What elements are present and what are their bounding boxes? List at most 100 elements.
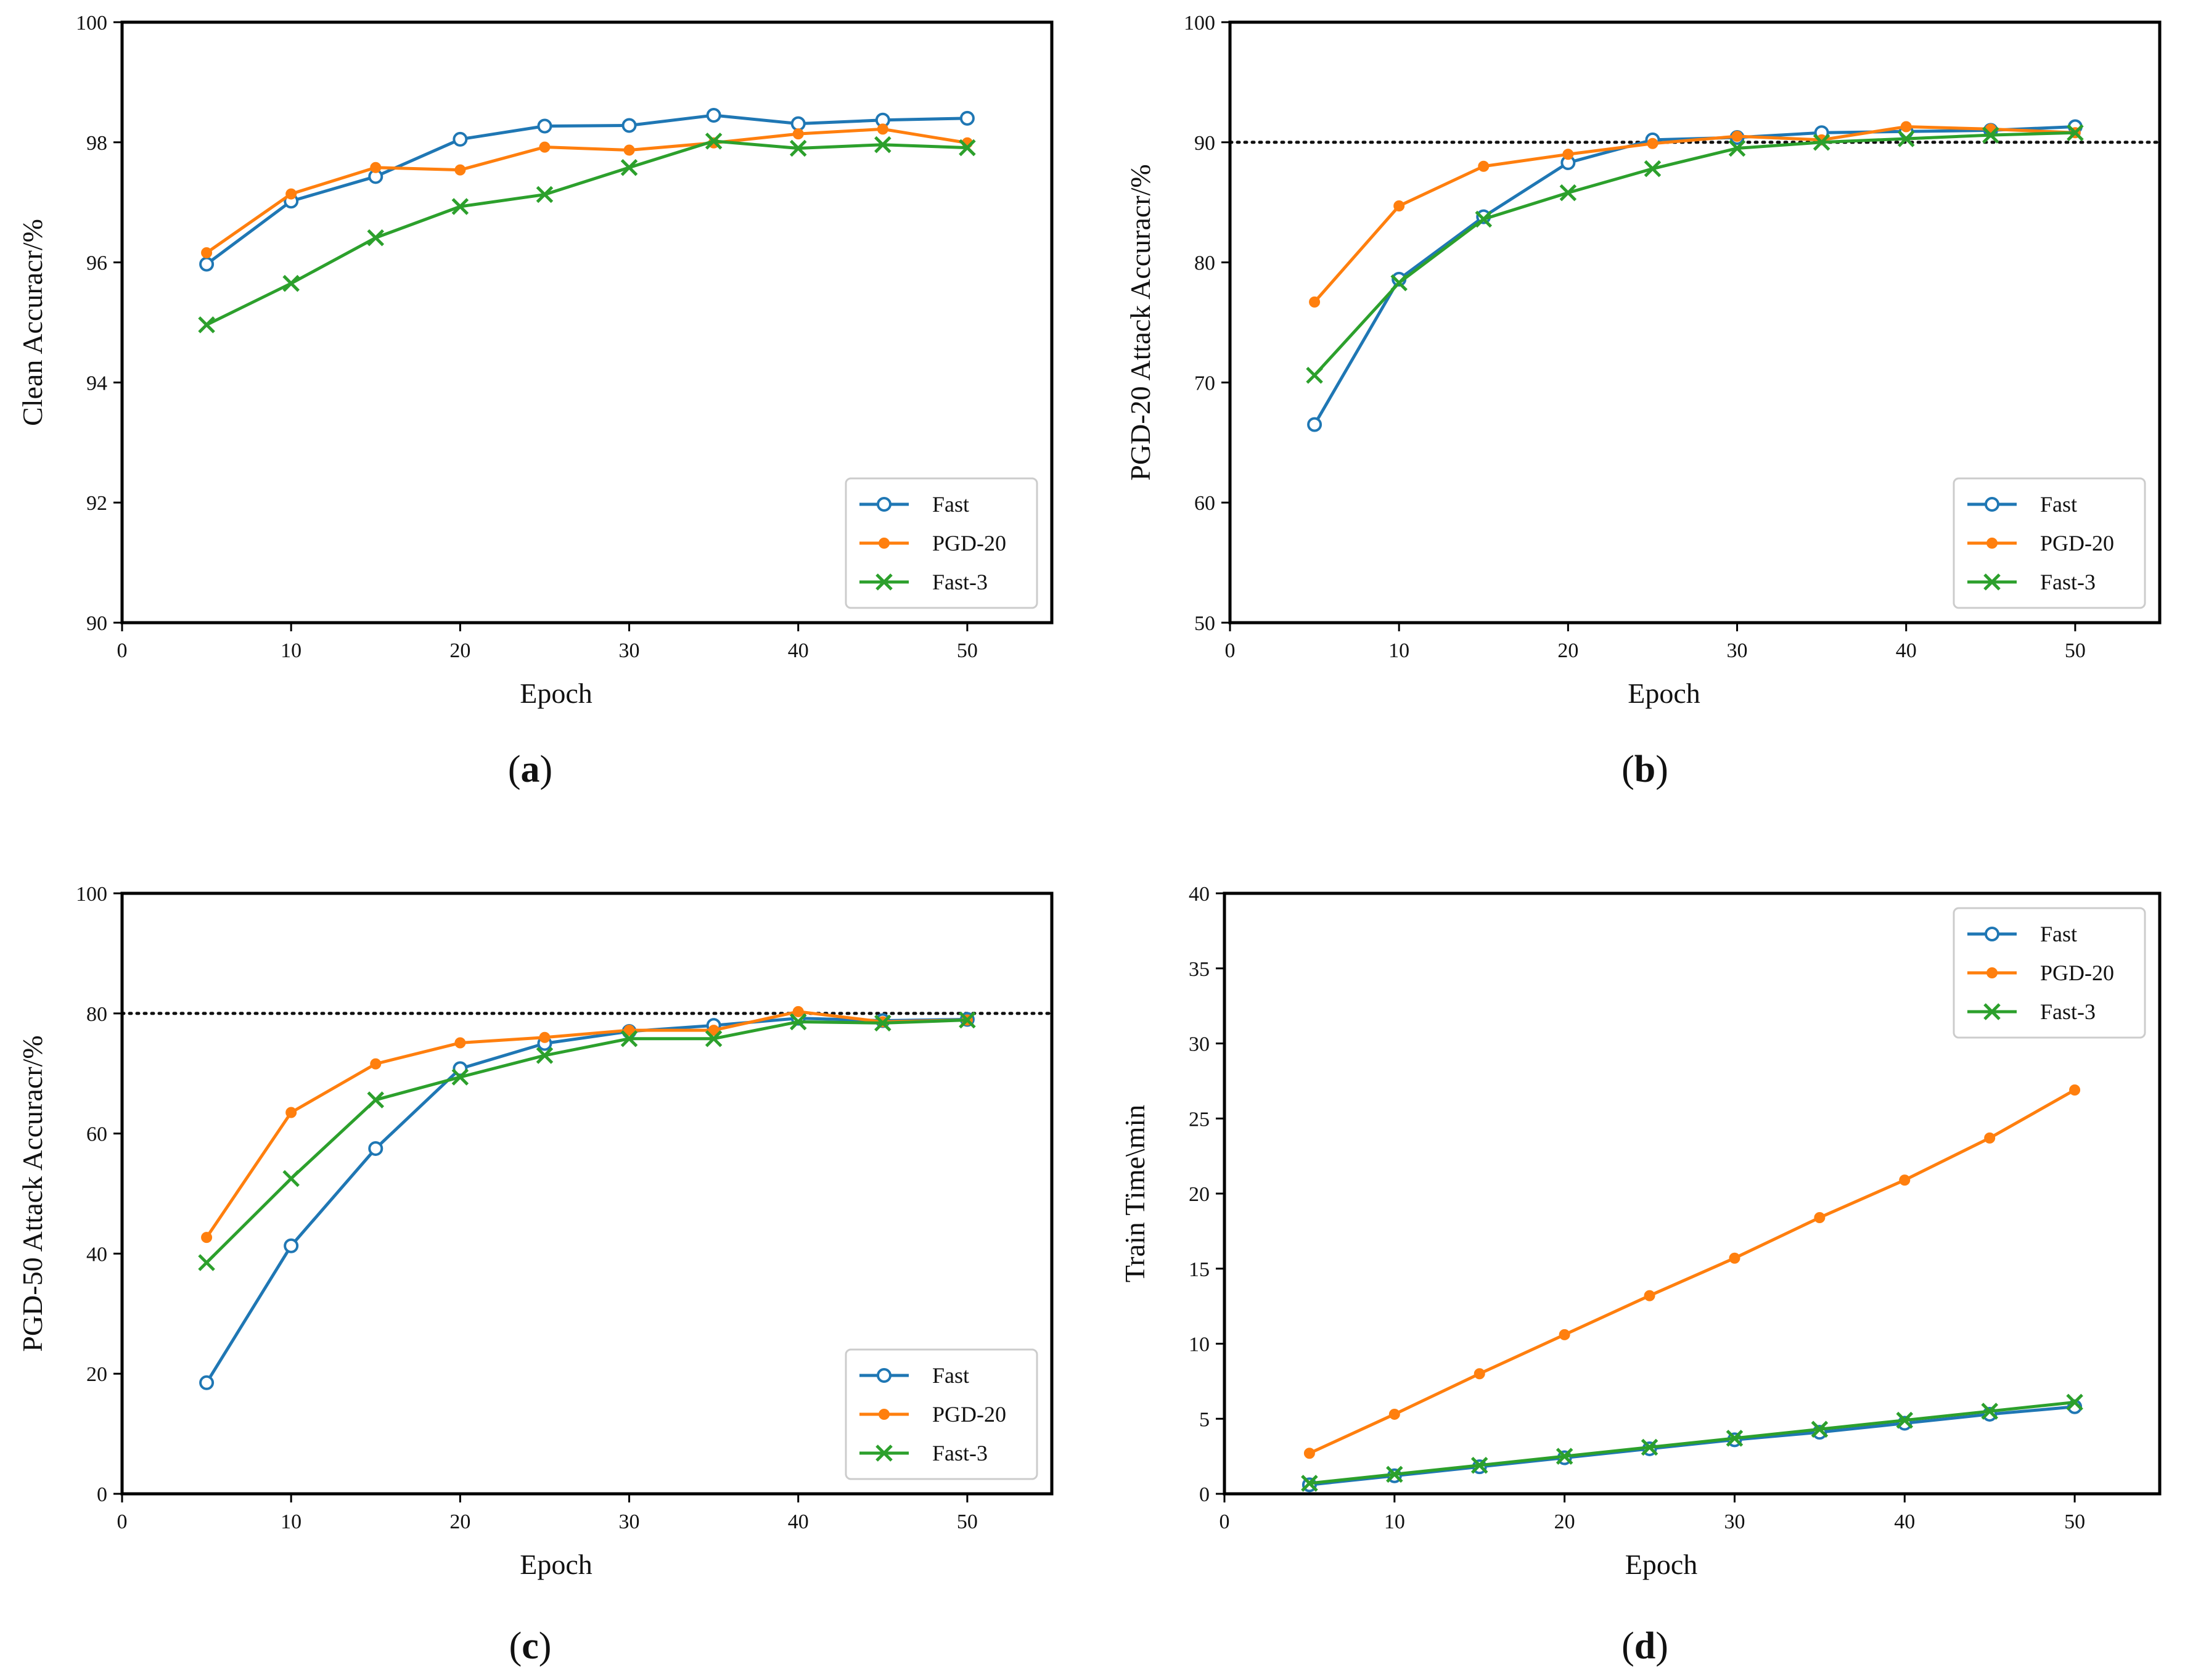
x-tick-label-d-3: 30 xyxy=(1724,1510,1745,1533)
data-point-fast-3-d-4 xyxy=(1641,1438,1658,1456)
legend-marker-pgd-20-b xyxy=(1986,538,1998,549)
data-point-fast-3-b-8 xyxy=(1982,126,1999,144)
x-tick-label-b-2: 20 xyxy=(1557,639,1578,662)
data-point-fast-a-7 xyxy=(790,116,806,131)
y-tick-label-b-2: 70 xyxy=(1194,372,1215,395)
y-tick-label-b-3: 80 xyxy=(1194,252,1215,275)
y-tick-label-c-0: 0 xyxy=(97,1483,107,1506)
x-tick-label-d-0: 0 xyxy=(1220,1510,1230,1533)
data-point-fast-3-c-1 xyxy=(282,1170,300,1187)
legend-b: Fast PGD-20 Fast-3 xyxy=(1953,477,2146,609)
x-tick-label-d-4: 40 xyxy=(1894,1510,1915,1533)
x-tick-label-d-1: 10 xyxy=(1384,1510,1405,1533)
plot-frame-c xyxy=(120,891,1054,1496)
y-tick-label-a-0: 90 xyxy=(86,612,107,635)
x-tick-label-d-2: 20 xyxy=(1554,1510,1575,1533)
chart-panel-b: 0 10 20 30 40 50 50 60 70 80 90 100 Epoch PGD-20 Atta… xyxy=(1125,12,2162,790)
series-line-pgd-20-b xyxy=(1313,125,2076,303)
x-axis-label-c: Epoch xyxy=(520,1549,592,1580)
data-point-fast-3-b-7 xyxy=(1897,130,1915,147)
series-line-fast-3-b xyxy=(1313,131,2075,377)
data-point-pgd-20-d-4 xyxy=(1644,1290,1655,1301)
x-axis-label-d: Epoch xyxy=(1625,1549,1698,1580)
x-tick-label-a-4: 40 xyxy=(788,639,809,662)
data-point-fast-3-a-7 xyxy=(789,139,807,157)
data-point-pgd-20-b-4 xyxy=(1647,137,1658,149)
legend-marker-fast-b xyxy=(1985,497,1999,512)
data-point-pgd-20-c-3 xyxy=(454,1037,466,1049)
data-point-fast-3-b-0 xyxy=(1306,366,1323,384)
data-point-fast-3-c-2 xyxy=(367,1091,385,1108)
plot-frame-b xyxy=(1228,20,2162,625)
series-line-fast-d xyxy=(1309,1405,2075,1486)
data-point-fast-3-d-3 xyxy=(1556,1448,1573,1465)
data-point-fast-3-a-3 xyxy=(451,198,469,215)
x-tick-label-b-3: 30 xyxy=(1727,639,1748,662)
x-tick-label-a-2: 20 xyxy=(449,639,470,662)
x-tick-label-a-5: 50 xyxy=(957,639,978,662)
x-axis-label-b: Epoch xyxy=(1628,678,1700,709)
legend-label-fast-3-a: Fast-3 xyxy=(932,570,988,594)
x-tick-label-b-0: 0 xyxy=(1225,639,1236,662)
chart-panel-a: 0 10 20 30 40 50 90 92 94 96 98 100 Epoch Clean Accur… xyxy=(17,12,1054,790)
data-point-fast-3-d-0 xyxy=(1301,1475,1318,1492)
data-point-fast-3-c-0 xyxy=(198,1254,215,1271)
plot-frame-a xyxy=(120,20,1054,625)
y-tick-label-a-2: 94 xyxy=(86,372,107,395)
legend-marker-pgd-20-d xyxy=(1986,967,1998,978)
data-point-fast-a-9 xyxy=(959,110,975,126)
data-point-pgd-20-c-7 xyxy=(792,1006,804,1017)
data-point-fast-c-2 xyxy=(368,1141,383,1156)
legend-box-c xyxy=(845,1348,1038,1480)
panel-caption-a: (a) xyxy=(508,748,552,790)
legend-marker-fast-a xyxy=(877,497,892,512)
y-axis-label-a: Clean Accuracr/% xyxy=(17,219,48,426)
series-line-fast-3-d xyxy=(1309,1400,2075,1485)
y-tick-label-d-1: 5 xyxy=(1199,1408,1210,1431)
data-point-pgd-20-c-0 xyxy=(201,1232,213,1244)
data-point-fast-3-d-7 xyxy=(1896,1411,1914,1429)
x-tick-label-a-0: 0 xyxy=(117,639,128,662)
y-tick-label-a-5: 100 xyxy=(76,12,107,35)
series-line-fast-3-a xyxy=(205,139,967,327)
x-tick-label-c-3: 30 xyxy=(619,1510,640,1533)
data-point-pgd-20-a-1 xyxy=(285,188,297,200)
data-point-fast-3-c-8 xyxy=(874,1014,892,1032)
data-point-pgd-20-b-0 xyxy=(1309,296,1321,308)
y-tick-label-c-4: 80 xyxy=(86,1003,107,1026)
legend-marker-fast-3-d xyxy=(1983,1003,2001,1020)
y-tick-label-d-6: 30 xyxy=(1189,1033,1210,1056)
x-tick-label-c-0: 0 xyxy=(117,1510,128,1533)
legend-marker-fast-3-a xyxy=(875,573,893,591)
y-tick-label-a-4: 98 xyxy=(86,132,107,155)
series-line-fast-3-c xyxy=(205,1018,967,1264)
legend-label-fast-c: Fast xyxy=(932,1363,969,1388)
data-point-fast-3-b-9 xyxy=(2067,124,2084,141)
y-tick-label-b-1: 60 xyxy=(1194,492,1215,515)
data-point-fast-3-a-0 xyxy=(198,316,215,334)
series-line-pgd-20-c xyxy=(205,1010,967,1239)
y-tick-label-c-1: 20 xyxy=(86,1363,107,1386)
y-tick-label-d-5: 25 xyxy=(1189,1108,1210,1131)
legend-marker-fast-c xyxy=(877,1368,892,1383)
data-point-fast-a-5 xyxy=(621,118,637,133)
data-point-fast-3-c-9 xyxy=(959,1011,976,1029)
data-point-fast-3-c-7 xyxy=(789,1013,807,1031)
data-point-fast-3-c-3 xyxy=(451,1068,469,1086)
data-point-fast-3-b-4 xyxy=(1644,160,1662,178)
data-point-fast-c-1 xyxy=(284,1238,299,1253)
legend-label-pgd-20-c: PGD-20 xyxy=(932,1402,1006,1427)
data-point-fast-3-b-2 xyxy=(1475,210,1493,228)
y-tick-label-c-3: 60 xyxy=(86,1123,107,1146)
y-tick-label-b-0: 50 xyxy=(1194,612,1215,635)
data-point-fast-a-3 xyxy=(453,131,468,147)
x-tick-label-c-2: 20 xyxy=(449,1510,470,1533)
x-tick-label-c-1: 10 xyxy=(281,1510,301,1533)
data-point-pgd-20-a-2 xyxy=(370,162,382,173)
data-point-pgd-20-c-4 xyxy=(539,1031,551,1043)
data-point-fast-3-d-1 xyxy=(1386,1465,1403,1483)
series-line-fast-c xyxy=(205,1017,967,1384)
data-point-pgd-20-b-1 xyxy=(1393,200,1405,212)
legend-marker-fast-3-c xyxy=(875,1444,893,1462)
